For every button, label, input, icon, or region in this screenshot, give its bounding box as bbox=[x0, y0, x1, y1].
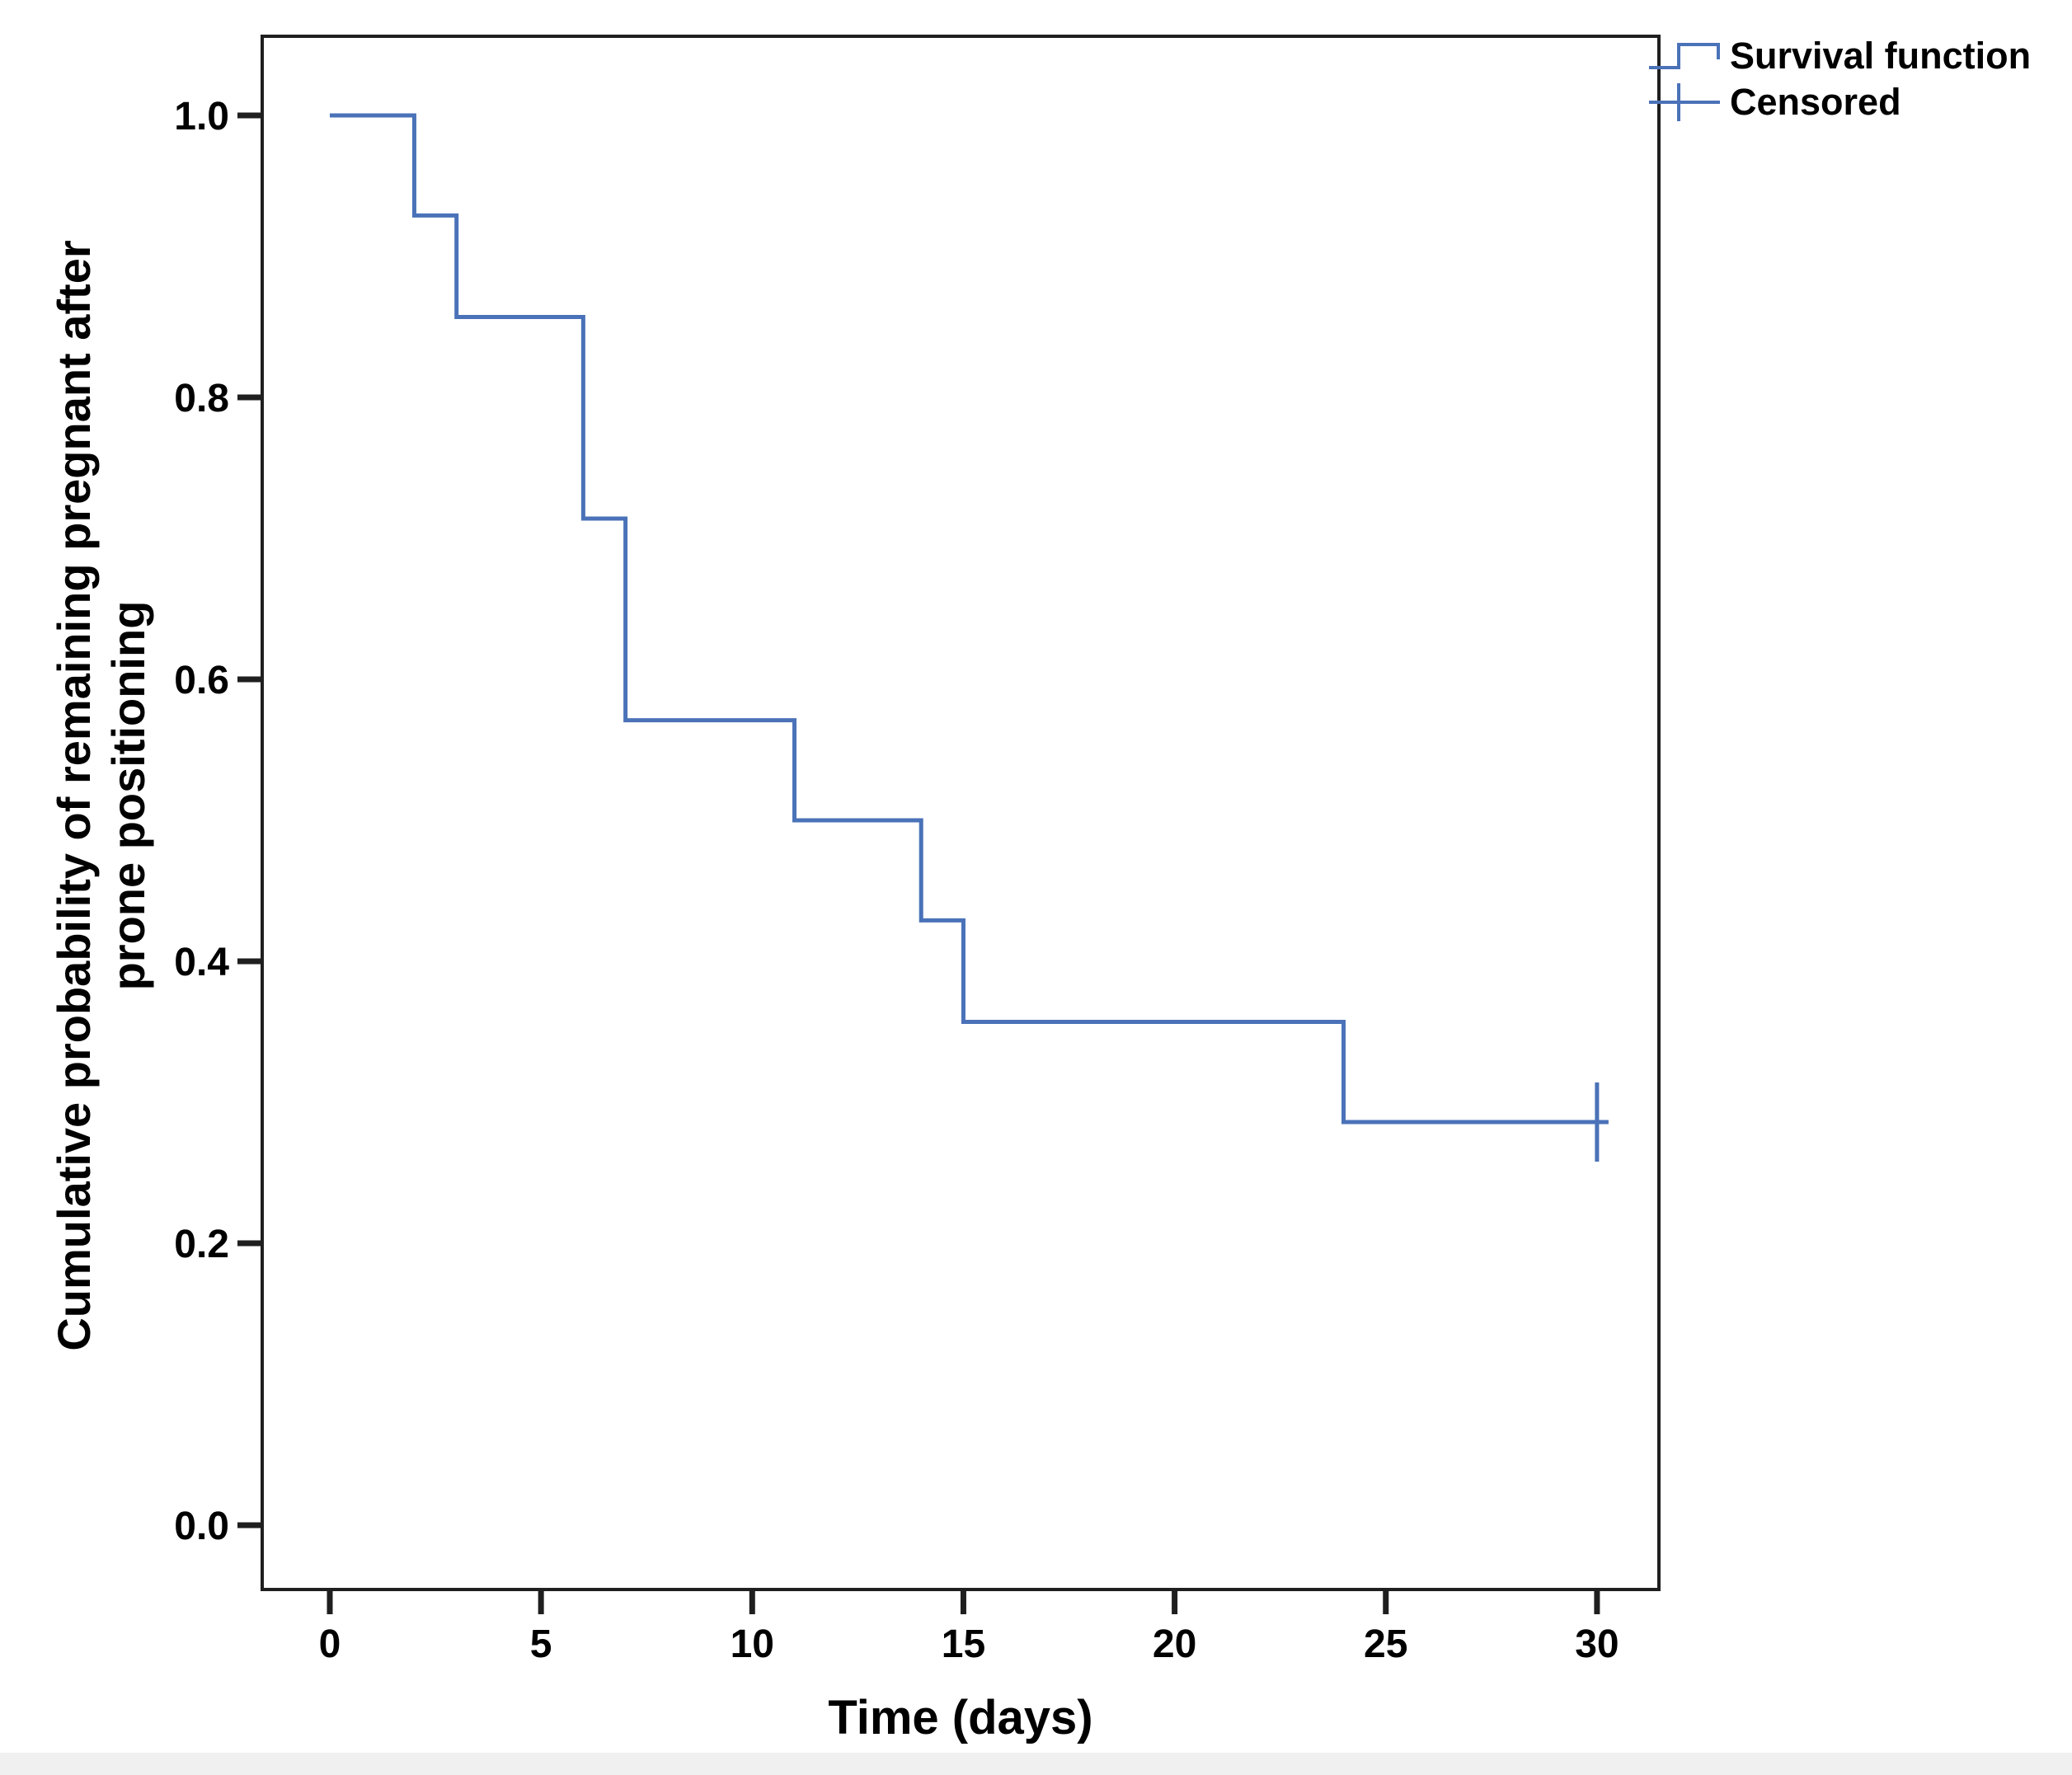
footer-strip bbox=[0, 1753, 2072, 1775]
legend-label-censored: Censored bbox=[1730, 81, 1901, 123]
y-tick-label: 1.0 bbox=[174, 95, 229, 139]
y-tick-label: 0.2 bbox=[174, 1223, 229, 1266]
y-tick-label: 0.8 bbox=[174, 377, 229, 420]
legend-item-censored: Censored bbox=[1647, 79, 2031, 125]
x-axis-title: Time (days) bbox=[828, 1691, 1093, 1744]
x-tick-label: 25 bbox=[1364, 1622, 1407, 1666]
legend-label-survival: Survival function bbox=[1730, 35, 2032, 77]
survival-curve bbox=[330, 113, 1609, 1125]
survival-step-icon bbox=[1649, 43, 1720, 69]
x-tick-label: 15 bbox=[942, 1622, 985, 1666]
x-tick-label: 0 bbox=[319, 1622, 341, 1666]
y-axis-title: Cumulative probability of remaining preg… bbox=[47, 240, 156, 1350]
plot-border bbox=[261, 35, 1661, 1591]
legend-item-survival: Survival function bbox=[1647, 33, 2031, 79]
y-axis-title-line2: prone positioning bbox=[102, 600, 154, 991]
y-tick-label: 0.6 bbox=[174, 659, 229, 702]
legend: Survival function Censored bbox=[1647, 33, 2031, 125]
censored-plus-icon bbox=[1649, 83, 1720, 121]
x-tick-label: 10 bbox=[731, 1622, 774, 1666]
x-tick-label: 20 bbox=[1153, 1622, 1196, 1666]
y-tick-label: 0.4 bbox=[174, 941, 229, 984]
y-axis-title-line1: Cumulative probability of remaining preg… bbox=[48, 240, 100, 1351]
y-tick-label: 0.0 bbox=[174, 1505, 229, 1548]
x-tick-label: 30 bbox=[1575, 1622, 1619, 1666]
x-tick-label: 5 bbox=[530, 1622, 552, 1666]
